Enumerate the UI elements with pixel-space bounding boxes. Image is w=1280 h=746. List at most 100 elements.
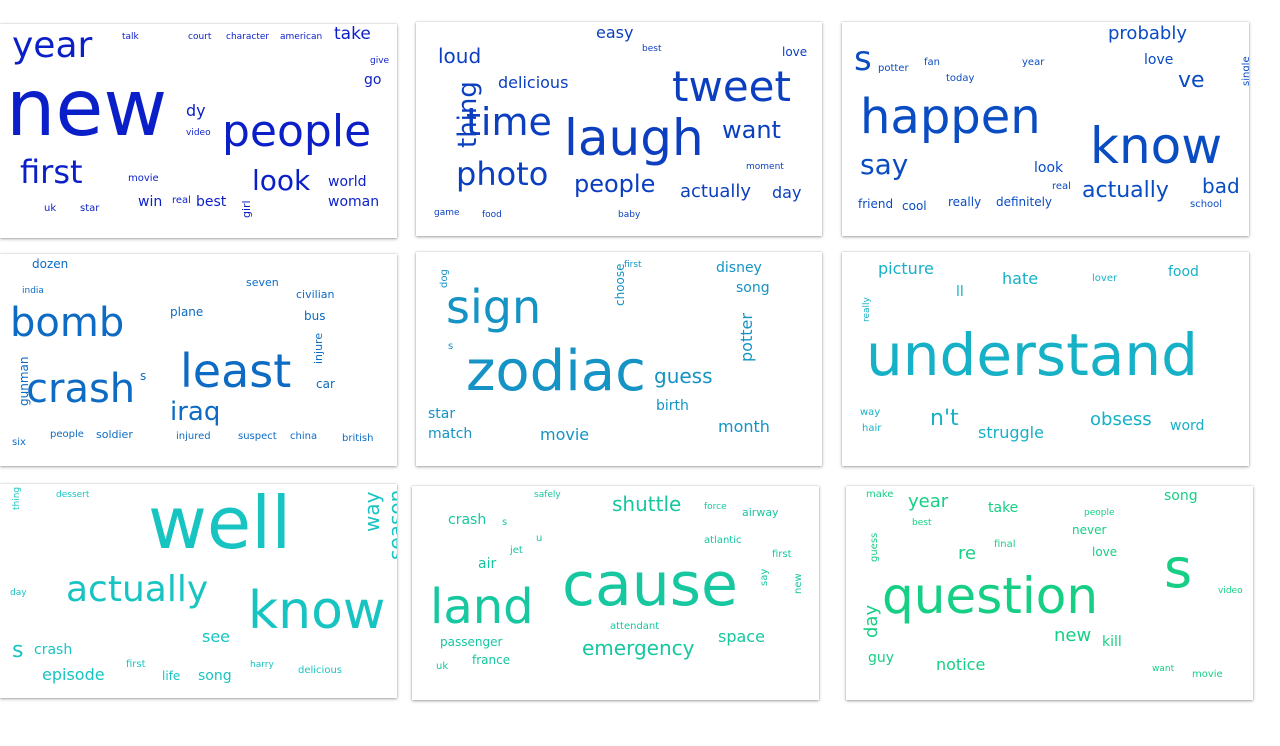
cloud-word: thing bbox=[453, 81, 484, 148]
cloud-word: s bbox=[140, 369, 147, 384]
cloud-word: land bbox=[430, 578, 534, 635]
cloud-word: day bbox=[772, 182, 802, 202]
cloud-word: actually bbox=[680, 181, 752, 203]
cloud-word: choose bbox=[612, 263, 627, 306]
word-cloud-1: new people year first look dy take go world woman… bbox=[0, 24, 397, 238]
cloud-word: dessert bbox=[56, 489, 90, 500]
cloud-word: dog bbox=[439, 269, 451, 288]
cloud-word: life bbox=[162, 669, 181, 684]
cloud-word: crash bbox=[34, 641, 73, 658]
cloud-word: actually bbox=[1082, 177, 1169, 203]
cloud-word: word bbox=[1170, 417, 1205, 434]
cloud-word: civilian bbox=[296, 287, 335, 301]
cloud-word: day bbox=[10, 587, 27, 598]
cloud-word: thing bbox=[12, 486, 23, 510]
cloud-word: win bbox=[138, 193, 163, 210]
cloud-word: look bbox=[252, 164, 311, 198]
cloud-word: best bbox=[912, 517, 932, 528]
cloud-word: make bbox=[866, 488, 894, 500]
cloud-word: time bbox=[466, 99, 552, 144]
cloud-word: force bbox=[704, 501, 727, 512]
cloud-word: new bbox=[6, 64, 168, 155]
cloud-word: friend bbox=[858, 197, 894, 212]
cloud-word: go bbox=[364, 71, 382, 88]
cloud-word: love bbox=[782, 45, 808, 60]
cloud-word: iraq bbox=[170, 396, 221, 427]
cloud-word: movie bbox=[540, 424, 590, 444]
cloud-word: dy bbox=[186, 100, 206, 120]
cloud-word: s bbox=[854, 39, 872, 80]
cloud-word: british bbox=[342, 432, 374, 444]
cloud-word: year bbox=[908, 491, 949, 513]
cloud-word: never bbox=[1072, 523, 1107, 538]
cloud-word: best bbox=[196, 193, 227, 210]
cloud-word: best bbox=[642, 43, 662, 54]
cloud-word: potter bbox=[878, 62, 909, 74]
cloud-word: people bbox=[50, 428, 84, 440]
cloud-word: today bbox=[946, 72, 975, 84]
cloud-word: girl bbox=[240, 200, 254, 218]
cloud-word: star bbox=[428, 405, 456, 422]
cloud-word: delicious bbox=[498, 72, 569, 92]
cloud-word: american bbox=[280, 31, 323, 42]
cloud-word: six bbox=[12, 436, 26, 448]
cloud-word: new bbox=[1054, 625, 1092, 647]
cloud-word: probably bbox=[1108, 23, 1187, 45]
cloud-word: people bbox=[222, 105, 372, 157]
cloud-word: lover bbox=[1092, 272, 1118, 284]
cloud-word: guess bbox=[869, 532, 881, 562]
cloud-word: photo bbox=[456, 154, 549, 193]
cloud-word: want bbox=[1152, 663, 1175, 674]
cloud-word: know bbox=[1090, 117, 1223, 175]
cloud-word: delicious bbox=[298, 664, 342, 676]
cloud-word: final bbox=[994, 538, 1016, 550]
cloud-word: people bbox=[1084, 507, 1115, 518]
cloud-word: food bbox=[1168, 263, 1199, 280]
cloud-word: ll bbox=[956, 283, 964, 300]
cloud-word: question bbox=[882, 567, 1099, 625]
cloud-word: disney bbox=[716, 259, 762, 276]
cloud-word: car bbox=[316, 377, 335, 392]
cloud-word: atlantic bbox=[704, 534, 742, 546]
cloud-word: give bbox=[370, 55, 390, 66]
cloud-word: first bbox=[772, 548, 792, 560]
cloud-word: uk bbox=[436, 660, 449, 672]
cloud-word: new bbox=[793, 573, 805, 594]
cloud-word: happen bbox=[860, 88, 1041, 145]
cloud-word: crash bbox=[26, 366, 136, 413]
cloud-word: baby bbox=[618, 209, 641, 220]
cloud-word: space bbox=[718, 626, 765, 646]
word-cloud-8: cause land emergency crash air shuttle space pa… bbox=[412, 486, 819, 700]
cloud-word: episode bbox=[42, 664, 105, 684]
cloud-word: first bbox=[624, 259, 642, 270]
cloud-word: guy bbox=[868, 649, 895, 666]
cloud-word: fan bbox=[924, 56, 940, 68]
word-cloud-5: zodiac sign guess disney song birth month potte… bbox=[416, 252, 822, 466]
cloud-word: harry bbox=[250, 659, 274, 670]
cloud-word: bomb bbox=[10, 300, 125, 347]
cloud-word: cool bbox=[902, 199, 927, 214]
cloud-word: easy bbox=[596, 22, 634, 42]
word-cloud-3: happen know s say actually bad probably love ve l… bbox=[842, 22, 1249, 236]
cloud-word: picture bbox=[878, 258, 934, 278]
cloud-word: day bbox=[860, 604, 882, 638]
cloud-word: song bbox=[198, 667, 232, 684]
cloud-word: song bbox=[1164, 487, 1198, 504]
cloud-word: game bbox=[434, 207, 460, 218]
cloud-word: definitely bbox=[996, 195, 1053, 210]
cloud-word: year bbox=[1022, 56, 1045, 68]
cloud-word: song bbox=[736, 279, 770, 296]
word-cloud-7: well know actually way season see s crash episod… bbox=[0, 484, 397, 698]
cloud-word: safely bbox=[534, 489, 561, 500]
cloud-word: season bbox=[384, 489, 397, 560]
cloud-word: month bbox=[718, 416, 770, 436]
cloud-word: kill bbox=[1102, 633, 1122, 650]
cloud-word: birth bbox=[656, 397, 689, 414]
cloud-word: really bbox=[948, 195, 982, 210]
cloud-word: france bbox=[472, 653, 511, 668]
cloud-word: airway bbox=[742, 505, 779, 519]
cloud-word: world bbox=[328, 173, 367, 190]
cloud-word: bus bbox=[304, 309, 326, 324]
cloud-word: star bbox=[80, 202, 100, 214]
